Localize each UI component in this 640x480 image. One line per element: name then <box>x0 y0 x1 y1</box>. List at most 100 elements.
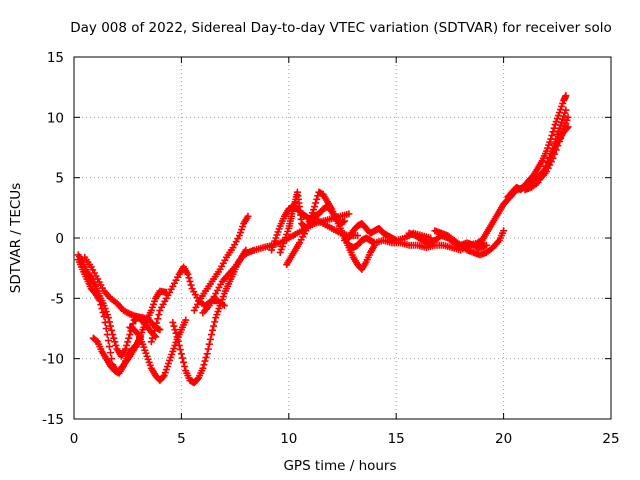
data-point <box>184 270 192 278</box>
x-tick-label: 0 <box>70 431 79 447</box>
data-point <box>209 326 217 334</box>
data-point <box>149 331 157 339</box>
y-tick-labels: -15 -10 -5 0 5 10 15 <box>42 50 64 428</box>
series-track-l <box>283 188 379 273</box>
y-tick-label: -10 <box>42 352 64 368</box>
data-point <box>108 326 116 334</box>
data-point <box>313 195 321 203</box>
data-point <box>100 312 108 320</box>
data-point <box>107 322 115 330</box>
data-point <box>171 326 179 334</box>
data-point <box>174 337 182 345</box>
data-point <box>154 315 162 323</box>
data-point <box>169 318 177 326</box>
x-tick-label: 10 <box>280 431 297 447</box>
data-point <box>204 345 212 353</box>
data-point <box>173 333 181 341</box>
y-tick-label: -5 <box>51 291 64 307</box>
data-point <box>500 227 508 235</box>
data-point <box>552 146 560 154</box>
data-point <box>124 338 132 346</box>
data-point <box>564 113 572 121</box>
data-point <box>102 325 110 332</box>
data-point <box>210 322 218 330</box>
data-point <box>151 327 159 335</box>
x-tick-label: 15 <box>388 431 405 447</box>
data-point <box>185 274 193 282</box>
data-point <box>148 334 156 342</box>
data-point <box>182 316 190 324</box>
y-axis-label: SDTVAR / TECUs <box>8 183 24 293</box>
data-point <box>172 329 180 337</box>
data-point <box>159 373 167 381</box>
data-point <box>550 140 558 148</box>
data-point <box>562 92 570 100</box>
data-point <box>548 131 556 139</box>
data-point <box>104 314 112 322</box>
data-point <box>312 199 320 207</box>
data-point <box>180 358 188 366</box>
x-tick-labels: 0 5 10 15 20 25 <box>70 431 620 447</box>
data-point <box>345 210 353 218</box>
data-point <box>206 335 214 343</box>
data-point <box>354 232 362 240</box>
data-point <box>107 349 115 357</box>
data-point <box>156 326 164 334</box>
data-point <box>177 350 185 358</box>
data-point <box>200 361 208 369</box>
data-point <box>99 309 107 317</box>
series-track-p <box>431 227 508 259</box>
data-point <box>101 318 109 326</box>
series-track-h <box>190 212 252 314</box>
y-tick-label: 0 <box>55 231 64 247</box>
data-point <box>96 297 104 305</box>
x-tick-label: 5 <box>177 431 186 447</box>
data-point <box>207 331 215 339</box>
data-point <box>152 323 160 331</box>
series-track-g <box>169 246 250 387</box>
data-point <box>341 217 349 225</box>
data-point <box>126 331 134 339</box>
data-point <box>311 203 319 211</box>
data-point <box>203 350 211 358</box>
data-point <box>186 277 194 285</box>
plot-area <box>74 92 572 387</box>
data-point <box>170 322 178 330</box>
data-point <box>194 375 202 383</box>
data-point <box>482 241 490 249</box>
data-point <box>110 334 118 342</box>
data-point <box>551 150 559 158</box>
data-point <box>105 343 113 351</box>
data-point <box>133 329 141 337</box>
data-point <box>554 142 562 150</box>
data-point <box>153 319 161 327</box>
data-point <box>549 154 557 162</box>
axis-ticks <box>73 56 612 420</box>
data-point <box>123 341 131 349</box>
data-point <box>201 357 209 365</box>
data-point <box>244 212 252 220</box>
data-point <box>125 334 133 342</box>
x-axis-label: GPS time / hours <box>283 458 396 474</box>
data-point <box>202 353 210 361</box>
data-point <box>155 311 163 319</box>
data-point <box>211 318 219 326</box>
data-point <box>147 338 155 346</box>
series-track-r <box>504 92 570 201</box>
data-point <box>181 363 189 371</box>
data-point <box>97 301 105 309</box>
data-point <box>175 341 183 349</box>
data-point <box>548 145 556 153</box>
y-tick-label: 10 <box>47 110 64 126</box>
data-point <box>199 364 207 372</box>
data-point <box>98 305 106 313</box>
data-point <box>178 354 186 362</box>
data-point <box>103 331 111 339</box>
series-track-d <box>81 253 164 334</box>
data-point <box>562 106 570 114</box>
series-track-t <box>517 113 572 193</box>
data-point <box>122 345 130 353</box>
chart-title: Day 008 of 2022, Sidereal Day-to-day VTE… <box>70 20 611 36</box>
